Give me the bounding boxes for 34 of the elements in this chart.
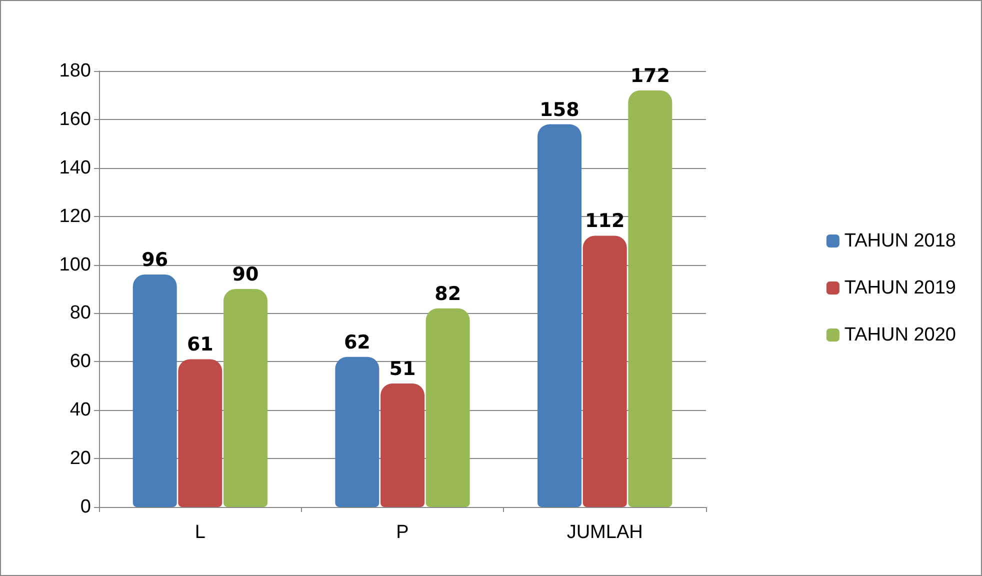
- bar: [628, 90, 672, 507]
- data-label: 62: [344, 331, 370, 354]
- bar: [380, 383, 424, 507]
- y-tick-label: 120: [59, 206, 91, 227]
- data-label: 172: [630, 64, 670, 87]
- x-tick-label: P: [396, 522, 409, 543]
- bar: [335, 356, 380, 507]
- y-tick-label: 60: [70, 351, 91, 372]
- bar: [178, 359, 222, 507]
- y-tick-label: 100: [59, 254, 91, 276]
- bar: [582, 236, 627, 507]
- data-label: 158: [540, 98, 580, 121]
- bar: [223, 289, 268, 507]
- data-label: 112: [584, 210, 625, 232]
- y-tick-label: 140: [59, 157, 91, 178]
- y-tick-label: 20: [70, 448, 91, 470]
- data-label: 51: [389, 358, 416, 380]
- y-tick-label: 160: [59, 108, 91, 130]
- y-tick-label: 180: [59, 60, 91, 82]
- data-label: 61: [186, 334, 214, 356]
- y-tick-label: 40: [70, 400, 91, 421]
- y-tick-label: 80: [70, 302, 91, 324]
- x-tick-label: L: [194, 522, 206, 543]
- y-tick-label: 0: [80, 496, 91, 518]
- data-label: 90: [232, 264, 259, 286]
- x-tick-label: JUMLAH: [566, 522, 643, 543]
- data-label: 82: [434, 282, 462, 305]
- legend-label: TAHUN 2018: [844, 230, 956, 252]
- data-label: 96: [142, 248, 168, 271]
- legend-label: TAHUN 2020: [844, 324, 956, 346]
- bar: [426, 308, 470, 507]
- legend-label: TAHUN 2019: [844, 278, 956, 298]
- bar: [538, 124, 582, 507]
- bar: [132, 274, 177, 507]
